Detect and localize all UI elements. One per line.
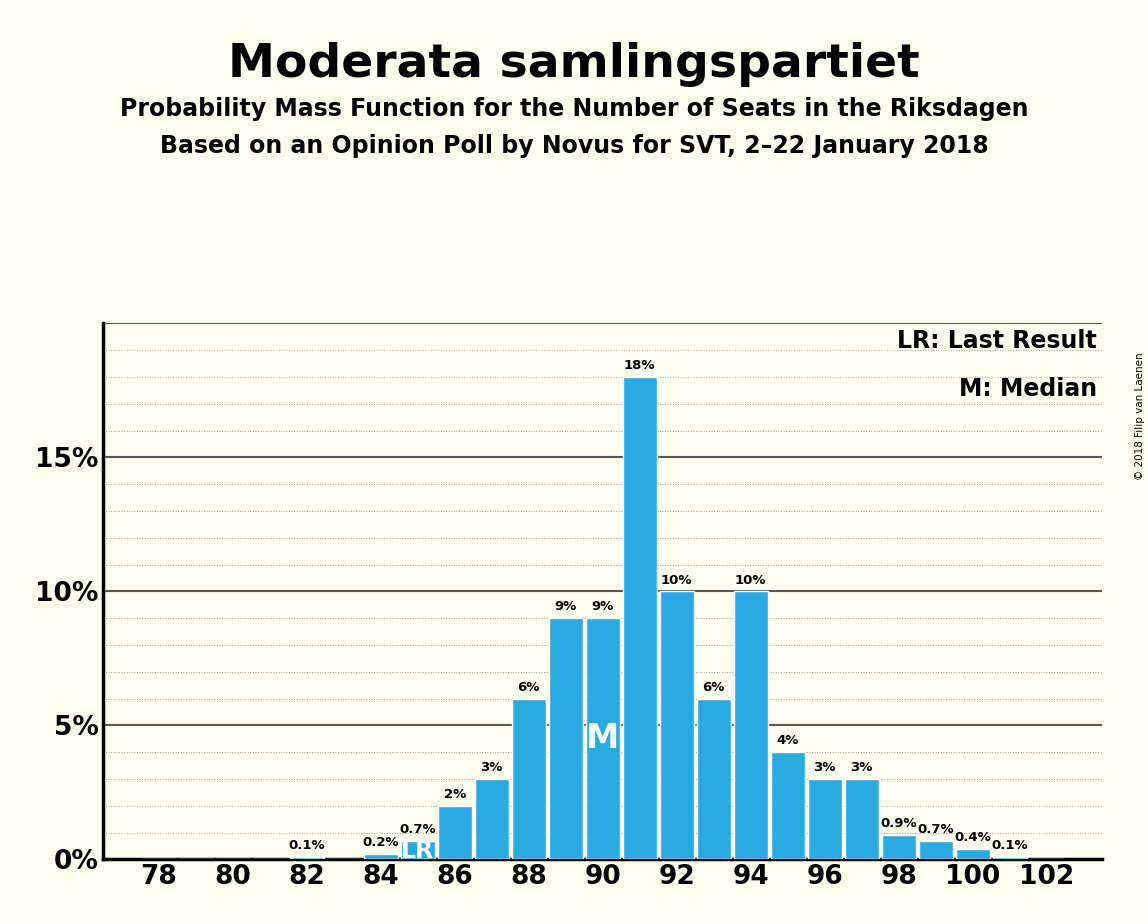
Text: Moderata samlingspartiet: Moderata samlingspartiet (228, 42, 920, 87)
Bar (882, 835, 916, 859)
Text: LR: Last Result: LR: Last Result (898, 329, 1097, 353)
Bar (918, 841, 953, 859)
Text: 0.7%: 0.7% (917, 822, 954, 835)
Text: 3%: 3% (814, 761, 836, 774)
Text: Based on an Opinion Poll by Novus for SVT, 2–22 January 2018: Based on an Opinion Poll by Novus for SV… (160, 134, 988, 158)
Text: 6%: 6% (518, 681, 540, 694)
Text: 10%: 10% (735, 574, 767, 587)
Text: Probability Mass Function for the Number of Seats in the Riksdagen: Probability Mass Function for the Number… (119, 97, 1029, 121)
Text: 9%: 9% (554, 601, 576, 614)
Bar (660, 591, 693, 859)
Text: M: M (587, 723, 619, 755)
Bar (585, 618, 620, 859)
Text: 9%: 9% (591, 601, 614, 614)
Text: 0.4%: 0.4% (954, 831, 991, 844)
Bar (993, 857, 1026, 859)
Text: 2%: 2% (443, 788, 466, 801)
Bar (770, 752, 805, 859)
Text: 4%: 4% (776, 735, 799, 748)
Text: © 2018 Filip van Laenen: © 2018 Filip van Laenen (1135, 352, 1145, 480)
Text: 10%: 10% (661, 574, 692, 587)
Text: 0.7%: 0.7% (400, 822, 436, 835)
Text: M: Median: M: Median (959, 377, 1097, 401)
Bar (808, 779, 841, 859)
Text: 0.9%: 0.9% (881, 818, 917, 831)
Bar (734, 591, 768, 859)
Bar (697, 699, 730, 859)
Bar (845, 779, 878, 859)
Text: 6%: 6% (703, 681, 724, 694)
Bar (401, 841, 435, 859)
Bar (437, 806, 472, 859)
Bar (622, 377, 657, 859)
Text: 3%: 3% (481, 761, 503, 774)
Text: 0.1%: 0.1% (991, 839, 1027, 852)
Bar (955, 848, 990, 859)
Text: 3%: 3% (851, 761, 872, 774)
Bar (512, 699, 545, 859)
Text: 0.2%: 0.2% (363, 836, 400, 849)
Text: LR: LR (401, 839, 434, 863)
Bar (364, 854, 397, 859)
Text: 0.1%: 0.1% (288, 839, 325, 852)
Bar (549, 618, 583, 859)
Bar (475, 779, 509, 859)
Text: 18%: 18% (625, 359, 656, 372)
Bar (289, 857, 324, 859)
